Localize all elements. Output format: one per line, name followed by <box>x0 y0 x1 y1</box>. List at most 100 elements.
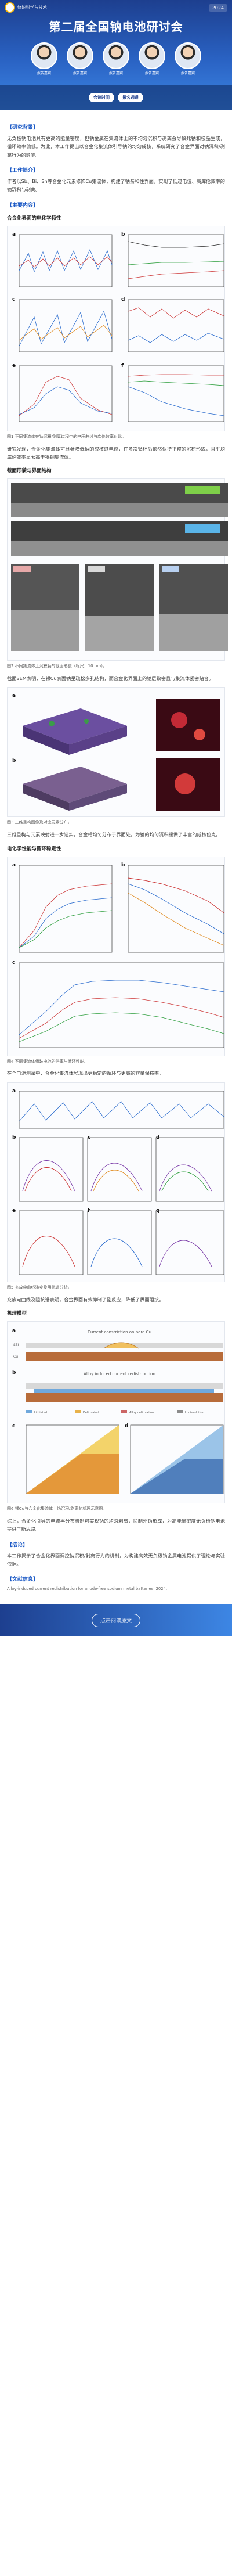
sem-column-3 <box>160 564 228 652</box>
speaker-card: 报告嘉宾 <box>65 42 95 76</box>
svg-text:a: a <box>12 232 16 238</box>
legend-label: Lithiated <box>34 1411 47 1415</box>
paragraph: 作者以Sb、Bi、Sn等合金化元素修饰Cu集流体，构建了钠亲和性界面，实现了低过… <box>7 178 225 193</box>
panel-e: e <box>12 1208 84 1275</box>
avatar <box>67 42 93 69</box>
speaker-card: 报告嘉宾 <box>173 42 203 76</box>
figure-5: a b c d e <box>7 1082 225 1282</box>
panel-f: f <box>121 363 224 422</box>
reconstruction-b: b <box>12 758 127 811</box>
svg-text:a: a <box>12 862 16 868</box>
speaker-card: 报告嘉宾 <box>137 42 167 76</box>
figure-6-graphic: a Current constriction on bare Cu SEI Cu… <box>12 1328 224 1494</box>
panel-d: d <box>121 297 224 352</box>
info-chip[interactable]: 会议时间 <box>89 93 114 102</box>
figure-1: a b c d <box>7 225 225 431</box>
speaker-label: 报告嘉宾 <box>144 71 159 75</box>
subsection-title: 机理模型 <box>7 1311 27 1316</box>
panel-b: b <box>12 1135 84 1202</box>
section-title-conclusion: 【结论】 <box>7 1542 28 1548</box>
paragraph: 三维重构与元素映射进一步证实，合金相均匀分布于界面处，为钠的均匀沉积提供了丰富的… <box>7 832 221 838</box>
panel-d: d <box>155 1135 224 1202</box>
speaker-label: 报告嘉宾 <box>72 71 87 75</box>
avatar <box>139 42 165 69</box>
panel-a: a <box>12 862 113 952</box>
panel-c: c <box>87 1135 152 1202</box>
paragraph: 在全电池测试中，合金化集流体展现出更稳定的循环与更高的容量保持率。 <box>7 1070 164 1077</box>
figure-caption: 图3 三维重构图像及对应元素分布。 <box>7 820 72 825</box>
svg-text:c: c <box>12 297 15 303</box>
panel-a: a <box>12 232 113 287</box>
svg-text:c: c <box>12 960 15 966</box>
panel-b: b <box>121 232 224 287</box>
footer: 点击阅读原文 <box>0 1604 232 1636</box>
avatar <box>103 42 129 69</box>
page-title: 第二届全国钠电池研讨会 <box>49 20 183 34</box>
subsection-title: 截面形貌与界面结构 <box>7 468 52 474</box>
svg-text:b: b <box>12 758 16 764</box>
svg-text:f: f <box>121 363 124 369</box>
logo-icon <box>5 2 15 13</box>
paragraph: 无负极钠电池具有更高的能量密度，但钠金属在集流体上的不均匀沉积与剥离会导致死钠和… <box>7 135 225 158</box>
schematic-label-top: Current constriction on bare Cu <box>88 1330 151 1334</box>
map-a <box>156 699 220 752</box>
register-chip[interactable]: 报名通道 <box>118 93 143 102</box>
figure-caption: 图1 不同集流体在钠沉积/剥离过程中的电压曲线与库伦效率对比。 <box>7 434 126 439</box>
svg-text:a: a <box>12 693 16 699</box>
figure-3-graphic: a b <box>12 693 220 811</box>
schematic-label-mid: Alloy induced current redistribution <box>84 1372 155 1376</box>
sem-column-2 <box>85 564 154 652</box>
figure-2-graphic <box>11 483 228 652</box>
banner-footer: 会议时间 报名通道 <box>0 85 232 110</box>
svg-text:b: b <box>121 862 125 868</box>
reference-text: Alloy-induced current redistribution for… <box>7 1586 168 1592</box>
article-body: 【研究背景】 无负极钠电池具有更高的能量密度，但钠金属在集流体上的不均匀沉积与剥… <box>0 110 232 1592</box>
panel-a: a <box>12 1088 224 1129</box>
legend-label: Alloy delithiation <box>129 1411 154 1415</box>
figure-5-graphic: a b c d e <box>12 1088 224 1275</box>
org-name: 储能科学与技术 <box>17 5 48 10</box>
panel-d: d <box>125 1423 224 1494</box>
section-title-background: 【研究背景】 <box>7 125 39 131</box>
panel-c: c <box>12 297 113 352</box>
section-title-reference: 【文献信息】 <box>7 1577 39 1583</box>
speaker-label: 报告嘉宾 <box>37 71 51 75</box>
figure-2 <box>7 478 228 661</box>
svg-text:b: b <box>12 1135 16 1141</box>
figure-6: a Current constriction on bare Cu SEI Cu… <box>7 1321 225 1503</box>
panel-b: b <box>121 862 224 952</box>
read-original-button[interactable]: 点击阅读原文 <box>91 1613 140 1627</box>
legend-label: Li dissolution <box>185 1411 204 1415</box>
header-banner: 储能科学与技术 2024 第二届全国钠电池研讨会 报告嘉宾 报告嘉宾 报告嘉宾 … <box>0 0 232 110</box>
speaker-label: 报告嘉宾 <box>108 71 123 75</box>
speaker-card: 报告嘉宾 <box>101 42 131 76</box>
logo: 储能科学与技术 <box>5 2 47 13</box>
svg-text:b: b <box>12 1370 16 1376</box>
svg-text:a: a <box>12 1088 16 1094</box>
svg-text:e: e <box>12 363 16 369</box>
paragraph: 截面SEM表明，在裸Cu表面钠呈疏松多孔结构，而合金化界面上的钠层致密且与集流体… <box>7 675 213 682</box>
section-title-content: 【主要内容】 <box>7 202 39 208</box>
paragraph: 充放电曲线及阻抗谱表明，合金界面有效抑制了副反应，降低了界面阻抗。 <box>7 1296 164 1303</box>
reconstruction-a: a <box>12 693 127 755</box>
panel-f: f <box>87 1208 152 1275</box>
figure-4: a b c <box>7 856 225 1056</box>
svg-text:d: d <box>121 297 125 303</box>
paragraph: 本工作揭示了合金化界面调控钠沉积/剥离行为的机制，为构建高效无负极钠金属电池提供… <box>7 1552 225 1567</box>
subsection-title: 合金化界面的电化学特性 <box>7 215 61 221</box>
svg-text:a: a <box>12 1328 16 1334</box>
svg-text:d: d <box>125 1423 128 1429</box>
speaker-label: 报告嘉宾 <box>180 71 195 75</box>
speaker-card: 报告嘉宾 <box>29 42 59 76</box>
svg-text:b: b <box>121 232 125 238</box>
panel-e: e <box>12 363 113 422</box>
svg-text:c: c <box>12 1423 15 1429</box>
panel-c: c <box>12 960 224 1048</box>
subsection-title: 电化学性能与循环稳定性 <box>7 846 61 852</box>
svg-text:e: e <box>12 1208 16 1214</box>
figure-caption: 图6 裸Cu与合金化集流体上钠沉积/剥离的机理示意图。 <box>7 1506 107 1511</box>
banner-top: 储能科学与技术 2024 <box>0 0 232 15</box>
figure-1-graphic: a b c d <box>12 232 224 422</box>
speaker-row: 报告嘉宾 报告嘉宾 报告嘉宾 报告嘉宾 报告嘉宾 <box>0 42 232 76</box>
panel-c: c <box>12 1423 119 1494</box>
